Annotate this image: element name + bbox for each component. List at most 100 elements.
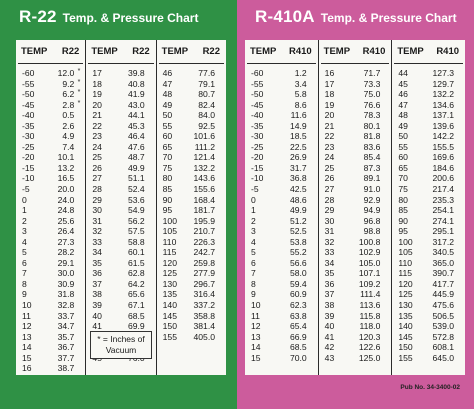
table-row: 0 24.0 bbox=[16, 195, 85, 206]
table-row: 33 102.9 bbox=[319, 247, 392, 258]
table-row: 55 92.5 bbox=[157, 121, 226, 132]
temp-value: 10 bbox=[22, 300, 32, 311]
table-row: 2 25.6 bbox=[16, 216, 85, 227]
header-rule bbox=[394, 63, 464, 64]
pressure-number: 132.2 bbox=[432, 89, 455, 100]
temp-value: 125 bbox=[162, 268, 177, 279]
pressure-number: 84.0 bbox=[198, 110, 215, 121]
pressure-value: 91.0 bbox=[353, 184, 389, 195]
table-row: 150 381.4 bbox=[157, 321, 226, 332]
pressure-value: 42.5 bbox=[279, 184, 315, 195]
pressure-number: 111.2 bbox=[194, 141, 215, 152]
header-rule bbox=[320, 63, 390, 64]
pressure-value: 29.1 bbox=[48, 258, 82, 269]
header-rule bbox=[158, 63, 224, 64]
pressure-header: R410 bbox=[362, 46, 386, 57]
temp-value: 37 bbox=[324, 289, 335, 300]
pressure-number: 109.2 bbox=[358, 278, 381, 289]
pressure-number: 2.8 bbox=[62, 99, 75, 110]
temp-value: 19 bbox=[324, 99, 335, 110]
pressure-value: 475.6 bbox=[426, 300, 462, 311]
table-row: 34 105.0 bbox=[319, 258, 392, 269]
pressure-value: 27.3 bbox=[48, 237, 82, 248]
pressure-value: 113.6 bbox=[353, 300, 389, 311]
table-row: 47 79.1 bbox=[157, 79, 226, 90]
temp-value: 38 bbox=[92, 289, 102, 300]
temp-value: 130 bbox=[398, 300, 413, 311]
pressure-value: 107.1 bbox=[353, 268, 389, 279]
table-row: 12 34.7 bbox=[16, 321, 85, 332]
table-row: 15 70.0 bbox=[245, 353, 318, 364]
temp-value: 45 bbox=[398, 78, 408, 89]
table-row: 4 53.8 bbox=[245, 237, 318, 248]
temp-value: 18 bbox=[92, 78, 102, 89]
pressure-value: 60.1 bbox=[119, 247, 153, 258]
pressure-value: 645.0 bbox=[426, 353, 462, 364]
temp-value: 155 bbox=[162, 331, 177, 342]
table-row: -40 11.6 bbox=[245, 110, 318, 121]
temp-value: -25 bbox=[251, 141, 264, 152]
temp-value: 95 bbox=[398, 226, 408, 237]
table-row: 20 43.0 bbox=[86, 100, 155, 111]
temp-value: 140 bbox=[162, 300, 177, 311]
temp-value: 5 bbox=[251, 247, 256, 258]
pressure-number: 118.0 bbox=[359, 321, 381, 332]
temp-value: 105 bbox=[398, 247, 413, 258]
table-row: 140 539.0 bbox=[392, 321, 465, 332]
pressure-number: 125.0 bbox=[358, 352, 381, 363]
table-row: 36 62.8 bbox=[86, 268, 155, 279]
pressure-number: 111.4 bbox=[360, 289, 381, 300]
pressure-number: 316.4 bbox=[193, 289, 215, 300]
table-row: 150 608.1 bbox=[392, 342, 465, 353]
pressure-value: 54.9 bbox=[119, 205, 153, 216]
table-row: -50 6.2 * bbox=[16, 89, 85, 100]
pressure-number: 82.4 bbox=[198, 99, 215, 110]
table-row: 20 78.3 bbox=[319, 110, 392, 121]
temp-value: 70 bbox=[162, 152, 173, 163]
table-row: 85 254.1 bbox=[392, 205, 465, 216]
pressure-value: 5.8 bbox=[279, 89, 315, 100]
temp-value: 22 bbox=[324, 131, 335, 142]
pressure-value: 118.0 bbox=[353, 321, 389, 332]
pressure-number: 30.9 bbox=[57, 278, 75, 289]
table-row: -50 5.8 bbox=[245, 89, 318, 100]
table-row: 40 68.5 bbox=[86, 311, 155, 322]
pressure-number: 155.6 bbox=[193, 184, 215, 195]
table-row: 145 572.8 bbox=[392, 332, 465, 343]
pressure-number: 48.6 bbox=[289, 194, 307, 205]
pressure-number: 259.8 bbox=[193, 257, 215, 268]
temp-value: 5 bbox=[22, 247, 27, 258]
pressure-value: 111.4 bbox=[353, 289, 389, 300]
temp-value: 46 bbox=[398, 89, 408, 100]
temp-value: 0 bbox=[251, 194, 256, 205]
pressure-number: 69.9 bbox=[127, 321, 145, 332]
pressure-number: 137.1 bbox=[432, 110, 455, 121]
table-row: -25 7.4 bbox=[16, 142, 85, 153]
table-row: 27 51.1 bbox=[86, 173, 155, 184]
pressure-number: 2.6 bbox=[62, 120, 75, 131]
pressure-value: 169.6 bbox=[426, 152, 462, 163]
pressure-value: 57.5 bbox=[119, 226, 153, 237]
pressure-number: 76.6 bbox=[363, 99, 381, 110]
pressure-value: 80.7 bbox=[189, 89, 223, 100]
pressure-value: 390.7 bbox=[426, 268, 462, 279]
pressure-number: 217.4 bbox=[432, 184, 455, 195]
table-row: 40 118.0 bbox=[319, 321, 392, 332]
pressure-value: 58.8 bbox=[119, 237, 153, 248]
pressure-number: 445.9 bbox=[432, 289, 455, 300]
temp-value: 135 bbox=[162, 289, 177, 300]
pressure-value: 37.7 bbox=[48, 353, 82, 364]
pressure-value: 81.8 bbox=[353, 131, 389, 142]
temp-value: 17 bbox=[324, 78, 335, 89]
temp-value: -45 bbox=[22, 99, 35, 110]
table-row: -20 10.1 bbox=[16, 152, 85, 163]
pressure-value: 76.6 bbox=[353, 100, 389, 111]
pressure-number: 34.7 bbox=[57, 321, 75, 332]
table-row: 24 47.6 bbox=[86, 142, 155, 153]
temp-value: 23 bbox=[92, 131, 102, 142]
table-row: 16 38.7 bbox=[16, 363, 85, 374]
table-row: -40 0.5 bbox=[16, 110, 85, 121]
temp-value: -10 bbox=[22, 173, 35, 184]
temp-value: 34 bbox=[92, 247, 102, 258]
table-row: 39 115.8 bbox=[319, 311, 392, 322]
